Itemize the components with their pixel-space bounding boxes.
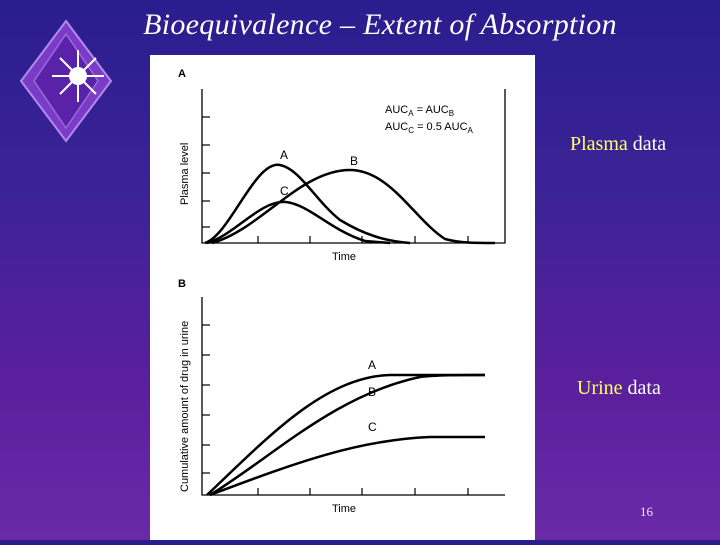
plasma-data-label: Plasma data	[570, 133, 666, 156]
panel-a-curve-c	[206, 200, 391, 245]
panel-a-curve-label-a: A	[280, 148, 288, 162]
figure-panel: A Plasma level Time AUCA = AUCB AUCC = 0…	[150, 55, 535, 540]
panel-a-curve-label-c: C	[280, 184, 289, 198]
star-diamond-logo	[19, 19, 113, 143]
slide-number: 16	[640, 504, 653, 519]
panel-a-equation-1: AUCA = AUCB	[385, 104, 454, 118]
urine-data-label: Urine data	[577, 377, 661, 400]
panel-b-curve-label-c: C	[368, 420, 377, 434]
panel-b-xlabel: Time	[332, 503, 356, 515]
panel-a-curve-a	[204, 163, 411, 245]
panel-b-curve-a	[206, 373, 485, 496]
panel-a-curve-label-b: B	[350, 154, 358, 168]
panel-b-curve-b	[209, 373, 486, 497]
slide-title: Bioequivalence – Extent of Absorption	[143, 8, 617, 41]
plasma-rest: data	[627, 133, 667, 155]
panel-a-equation-2: AUCC = 0.5 AUCA	[385, 121, 474, 135]
panel-b-letter: B	[178, 278, 186, 290]
panel-a-letter: A	[178, 68, 186, 80]
urine-highlight: Urine	[577, 377, 623, 399]
panel-b-ylabel: Cumulative amount of drug in urine	[179, 321, 191, 492]
panel-b-ticks	[202, 324, 469, 495]
panel-a-ylabel: Plasma level	[179, 143, 191, 205]
plasma-highlight: Plasma	[570, 133, 628, 155]
panel-b-frame	[201, 297, 505, 496]
panel-b-curve-label-a: A	[368, 358, 376, 372]
panel-a-curve-b	[211, 168, 496, 245]
panel-b-curve-c	[209, 435, 485, 497]
panel-a-frame	[201, 89, 506, 244]
panel-b-curve-label-b: B	[368, 385, 376, 399]
urine-rest: data	[622, 377, 661, 399]
panel-a-xlabel: Time	[332, 251, 356, 263]
